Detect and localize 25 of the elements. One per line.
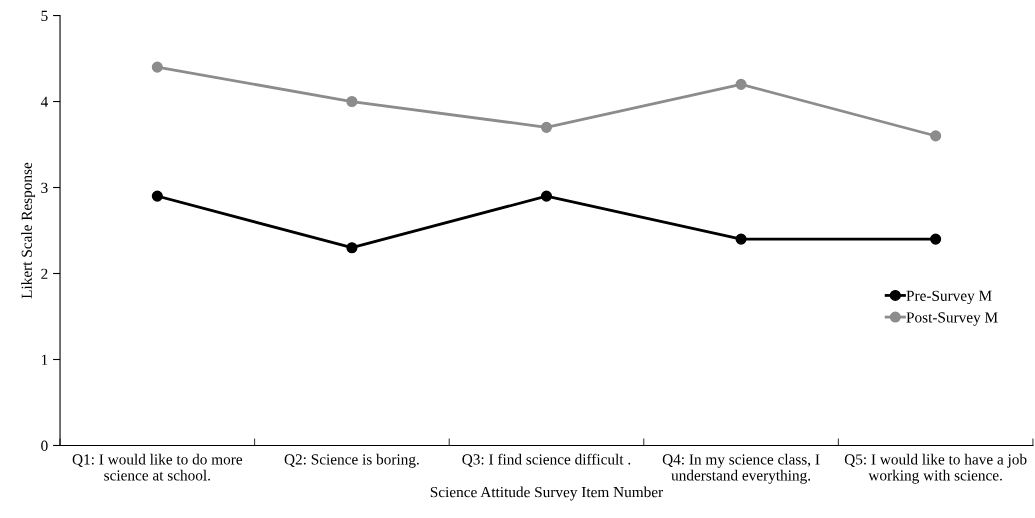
x-tick-label: Q5: I would like to have a job working with science. xyxy=(844,453,1027,484)
x-tick-label: Q1: I would like to do more science at school. xyxy=(72,453,243,481)
point xyxy=(346,95,358,108)
y-tick-label: 3 xyxy=(41,182,48,193)
y-tick-label: 0 xyxy=(41,440,48,451)
y-tick-label: 4 xyxy=(40,96,48,107)
point xyxy=(151,61,163,73)
y-axis-title: Likert Scale Response xyxy=(21,162,36,299)
point xyxy=(930,130,942,142)
point xyxy=(151,190,163,202)
point xyxy=(540,190,553,202)
y-tick-label: 2 xyxy=(41,268,48,279)
x-tick-label: Q2: Science is boring. xyxy=(284,453,419,468)
point xyxy=(735,233,747,245)
x-tick-label: Q4: In my science class, I understand everything. xyxy=(662,453,820,484)
legend-label: Post-Survey M xyxy=(906,312,998,326)
y-tick-label: 5 xyxy=(41,10,48,21)
y-tick-label: 1 xyxy=(41,354,48,365)
point xyxy=(540,121,553,133)
x-tick-label: Q3: I find science difficult . xyxy=(462,453,631,467)
point xyxy=(346,242,358,254)
legend-label: Pre-Survey M xyxy=(906,290,992,305)
x-axis-title: Science Attitude Survey Item Number xyxy=(430,486,664,501)
point xyxy=(930,233,942,245)
point xyxy=(735,78,747,90)
